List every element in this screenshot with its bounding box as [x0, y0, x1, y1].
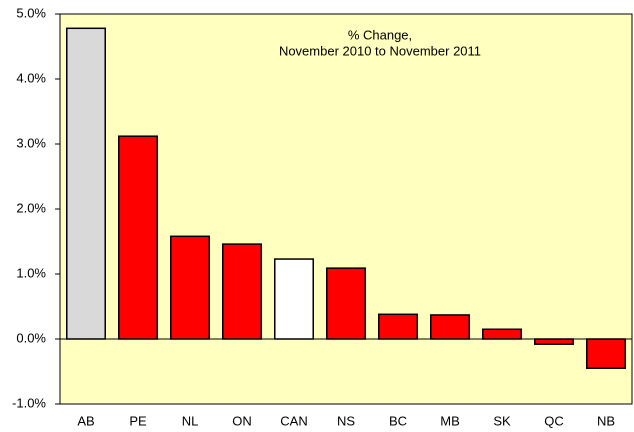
y-tick-label: 2.0%: [16, 200, 46, 215]
y-tick-label: 5.0%: [16, 5, 46, 20]
x-tick-label: NS: [337, 413, 355, 428]
x-tick-label: BC: [389, 413, 407, 428]
chart-title: % Change,: [348, 27, 412, 42]
bar: [274, 258, 314, 340]
y-tick-label: -1.0%: [12, 395, 46, 410]
bar: [534, 338, 574, 345]
x-tick-label: PE: [129, 413, 147, 428]
y-tick-label: 1.0%: [16, 265, 46, 280]
y-tick-label: 3.0%: [16, 135, 46, 150]
x-tick-label: ON: [232, 413, 252, 428]
bar: [430, 314, 470, 340]
y-tick-label: 4.0%: [16, 70, 46, 85]
plot-border: [59, 13, 633, 405]
bar: [170, 235, 210, 340]
bar: [222, 243, 262, 340]
bar: [326, 267, 366, 340]
x-tick-label: NB: [597, 413, 615, 428]
bar: [66, 27, 106, 340]
x-tick-label: QC: [544, 413, 564, 428]
x-tick-label: SK: [493, 413, 511, 428]
bar: [482, 328, 522, 340]
x-tick-label: AB: [77, 413, 94, 428]
bar: [118, 135, 158, 340]
x-tick-label: CAN: [280, 413, 307, 428]
x-tick-label: MB: [440, 413, 460, 428]
chart-title: November 2010 to November 2011: [279, 43, 481, 58]
y-tick-label: 0.0%: [16, 330, 46, 345]
bar: [586, 338, 626, 369]
bar: [378, 313, 418, 340]
x-tick-label: NL: [182, 413, 199, 428]
